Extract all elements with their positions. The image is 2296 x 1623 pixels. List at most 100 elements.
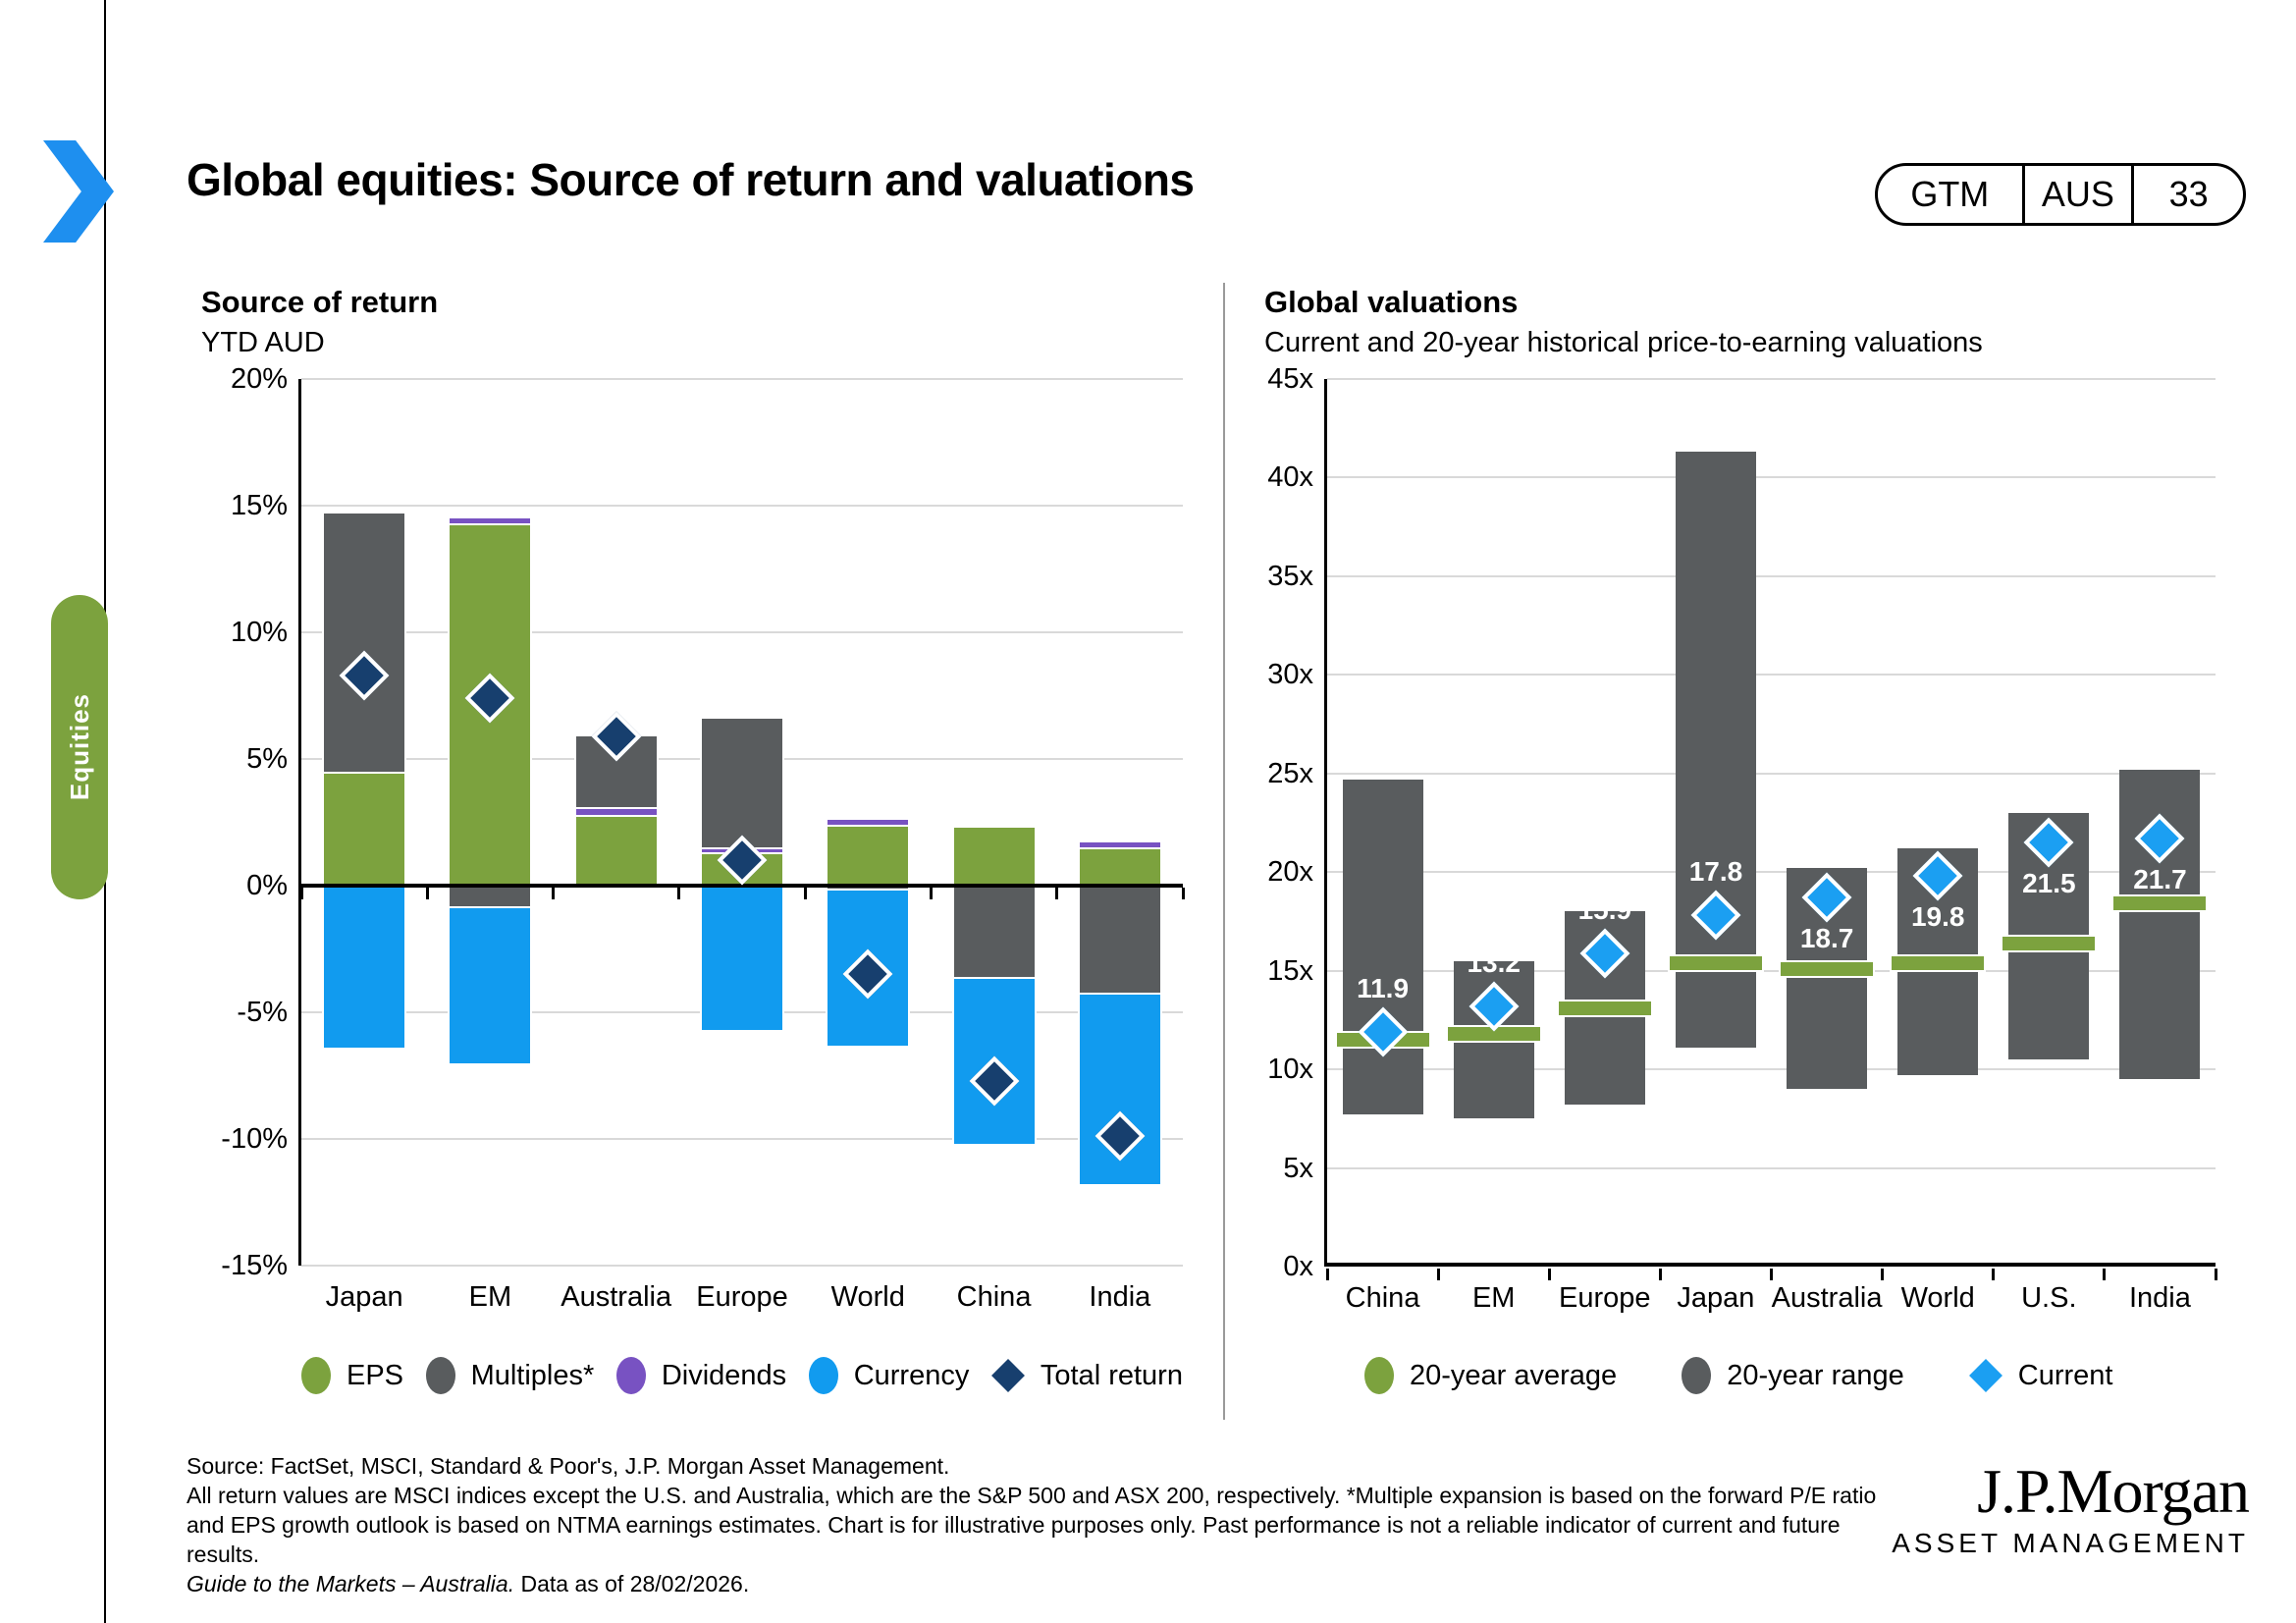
jpmorgan-division-label: ASSET MANAGEMENT [1892,1528,2249,1558]
y-axis-tick-label: 5x [1283,1152,1313,1184]
x-axis-tick [1992,1269,1996,1280]
x-axis-tick [552,888,556,899]
average-mark-europe [1558,1001,1651,1015]
current-value-label-australia: 18.7 [1799,923,1854,954]
footnote-guide-title: Guide to the Markets – Australia. [187,1571,515,1596]
bar-segment-currency-europe [702,886,782,1031]
global-valuations-legend: 20-year average 20-year range Current [1364,1357,2112,1394]
range-bar-china [1342,779,1423,1115]
average-mark-japan [1669,955,1762,970]
average-mark-australia [1781,961,1874,976]
gridline [301,378,1183,380]
gridline [1327,969,2216,972]
x-axis-category-label: India [2128,1282,2191,1314]
gridline [1327,1166,2216,1169]
source-of-return-legend: EPS Multiples* Dividends Currency Total retu… [301,1357,1183,1394]
bar-segment-multiples-india [1079,886,1160,995]
bar-segment-currency-japan [324,886,405,1049]
global-valuations-subtitle: Current and 20-year historical price-to-… [1264,327,1983,358]
jpmorgan-wordmark: J.P.Morgan [1977,1456,2250,1526]
y-axis-tick-label: -15% [221,1250,288,1281]
x-axis-category-label: U.S. [2021,1282,2077,1314]
legend-item-total-return: Total return [990,1359,1183,1392]
x-axis-tick [2214,1269,2217,1280]
current-value-label-japan: 17.8 [1688,856,1743,888]
gridline [1327,674,2216,676]
bar-segment-dividends-world [828,819,909,826]
y-axis-line [1324,379,1327,1267]
source-of-return-plot: -15% -10% -5% 0% 5% 10% 15% 20% Japan EM Australia… [221,363,1185,1313]
x-axis-category-label: Japan [1677,1282,1755,1314]
x-axis-tick [1055,888,1059,899]
y-axis-tick-label: -10% [221,1123,288,1155]
bar-segment-eps-japan [324,771,405,886]
bar-segment-multiples-europe [702,718,782,848]
x-axis-category-label: Japan [325,1281,403,1313]
20-year-average-circle-icon [1364,1357,1394,1394]
x-axis-category-label: China [1345,1282,1420,1314]
badge-region-label: AUS [2021,166,2135,223]
x-axis-category-label: India [1089,1281,1151,1313]
x-axis-category-label: EM [1471,1282,1516,1314]
legend-label: Multiples* [470,1359,595,1391]
x-axis-tick [1547,1269,1551,1280]
x-axis-category-label: China [956,1281,1032,1313]
multiples-circle-icon [425,1357,455,1394]
page-title: Global equities: Source of return and va… [187,154,1195,205]
bar-segment-multiples-em [450,886,531,909]
x-axis-tick [1881,1269,1885,1280]
y-axis-tick-label: 40x [1267,461,1313,494]
bar-segment-dividends-australia [575,807,657,815]
y-axis-tick-label: 15x [1267,954,1313,987]
y-axis-tick-label: 0x [1283,1251,1313,1282]
legend-item-20-year-range: 20-year range [1682,1357,1904,1394]
x-axis-tick [1181,888,1185,899]
y-axis-tick-label: 45x [1267,363,1313,395]
bar-segment-eps-china [953,827,1035,886]
gtm-page-badge: GTM AUS 33 [1875,163,2246,226]
x-axis-category-label: Europe [696,1281,788,1313]
badge-program-label: GTM [1910,174,1990,214]
y-axis-tick-label: 20x [1267,856,1313,889]
legend-item-eps: EPS [301,1357,403,1394]
jpmorgan-logo: J.P.Morgan ASSET MANAGEMENT [1892,1456,2250,1559]
y-axis-tick-label: 30x [1267,659,1313,691]
bar-segment-multiples-china [953,886,1035,980]
footnote-note: All return values are MSCI indices excep… [187,1483,1877,1567]
average-mark-world [1892,955,1985,970]
gridline [301,505,1183,507]
dividends-circle-icon [615,1357,646,1394]
x-axis-category-label: World [1900,1282,1975,1314]
current-value-label-china: 11.9 [1357,972,1410,1003]
x-axis-category-label: Australia [1771,1282,1883,1314]
bar-segment-multiples-world [828,886,909,892]
x-axis-tick [1325,1269,1329,1280]
bar-segment-currency-em [450,908,531,1063]
legend-label: Current [2017,1359,2113,1391]
legend-item-20-year-average: 20-year average [1364,1357,1617,1394]
20-year-range-circle-icon [1682,1357,1712,1394]
footnote-guide-date: Data as of 28/02/2026. [514,1571,750,1596]
y-axis-tick-label: 0% [246,870,288,901]
legend-label: 20-year average [1410,1359,1618,1391]
x-axis-tick [425,888,429,899]
bar-segment-dividends-em [450,517,531,524]
x-axis-tick [1658,1269,1662,1280]
gridline [1327,476,2216,479]
x-axis-tick [1770,1269,1773,1280]
gridline [1327,574,2216,577]
y-axis-tick-label: 5% [246,743,288,775]
x-axis-category-label: Australia [561,1281,672,1313]
x-axis-tick [299,888,303,899]
bar-segment-multiples-japan [324,513,405,772]
y-axis-tick-label: -5% [237,997,288,1028]
currency-circle-icon [808,1357,838,1394]
gridline [1327,378,2216,380]
y-axis-tick-label: 20% [230,363,288,395]
legend-item-multiples: Multiples* [425,1357,595,1394]
y-axis-tick-label: 15% [230,490,288,521]
current-value-label-europe: 15.9 [1577,893,1632,925]
source-of-return-title: Source of return [201,285,439,319]
x-axis-zero-line [1327,1263,2216,1267]
